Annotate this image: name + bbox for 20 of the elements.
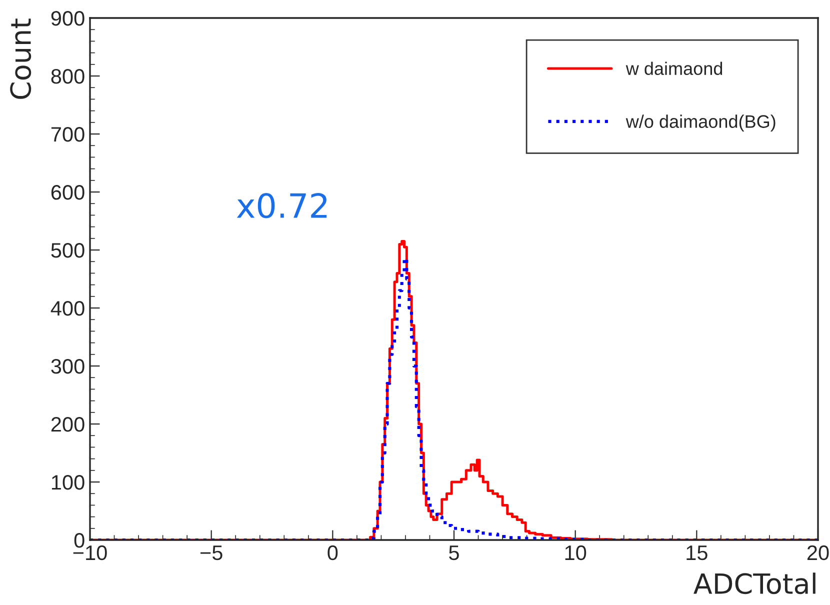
x-tick-label: 15 bbox=[686, 546, 708, 560]
legend-label: w/o daimaond(BG) bbox=[626, 114, 776, 132]
y-tick-label: 600 bbox=[51, 185, 84, 200]
y-tick-label: 800 bbox=[51, 69, 84, 84]
x-tick-label: 20 bbox=[807, 545, 829, 560]
x-tick-label: −5 bbox=[200, 546, 222, 560]
y-tick-label: 400 bbox=[50, 301, 84, 316]
y-tick-label: 500 bbox=[51, 243, 84, 258]
annotation: x0.72 bbox=[236, 192, 327, 218]
x-tick-label: 5 bbox=[449, 546, 459, 560]
y-tick-label: 200 bbox=[51, 417, 84, 432]
y-tick-label: 700 bbox=[51, 127, 84, 142]
x-axis-title: ADCTotal bbox=[694, 572, 816, 594]
x-tick-label: 10 bbox=[565, 545, 586, 560]
legend-label: w daimaond bbox=[626, 62, 722, 76]
y-tick-label: 100 bbox=[52, 475, 84, 490]
y-tick-label: 300 bbox=[51, 359, 84, 374]
y-axis-title: Count bbox=[10, 18, 32, 99]
x-tick-label: 0 bbox=[328, 545, 338, 560]
y-tick-label: 900 bbox=[51, 11, 84, 26]
